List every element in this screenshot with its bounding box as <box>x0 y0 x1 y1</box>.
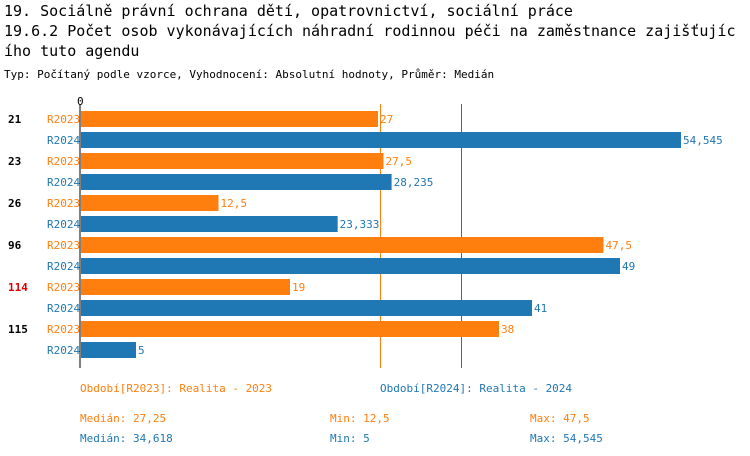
series-label-r2024-26: R2024 <box>47 218 80 231</box>
group-label-23: 23 <box>8 155 21 168</box>
series-label-r2024-115: R2024 <box>47 344 80 357</box>
group-label-114: 114 <box>8 281 28 294</box>
bar-r2024-114 <box>81 300 532 316</box>
value-label-r2023-23: 27,5 <box>386 155 413 168</box>
page-title-line-1: 19. Sociálně právní ochrana dětí, opatro… <box>4 2 573 20</box>
bar-r2023-23 <box>81 153 384 169</box>
legend-r2023: Období[R2023]: Realita - 2023 <box>80 382 273 395</box>
value-label-r2024-23: 28,235 <box>394 176 434 189</box>
stat-r2023-min: Min: 12,5 <box>330 412 390 425</box>
series-label-r2024-21: R2024 <box>47 134 80 147</box>
bar-r2024-26 <box>81 216 338 232</box>
value-label-r2024-114: 41 <box>534 302 547 315</box>
value-label-r2024-96: 49 <box>622 260 635 273</box>
value-label-r2024-21: 54,545 <box>683 134 723 147</box>
bar-r2023-21 <box>81 111 378 127</box>
series-label-r2024-96: R2024 <box>47 260 80 273</box>
page-title-line-3: ího tuto agendu <box>4 42 140 60</box>
series-label-r2023-26: R2023 <box>47 197 80 210</box>
bar-r2023-114 <box>81 279 290 295</box>
value-label-r2024-26: 23,333 <box>340 218 380 231</box>
chart-subtitle: Typ: Počítaný podle vzorce, Vyhodnocení:… <box>4 68 495 81</box>
series-label-r2023-114: R2023 <box>47 281 80 294</box>
bar-r2023-115 <box>81 321 499 337</box>
legend-r2024: Období[R2024]: Realita - 2024 <box>380 382 573 395</box>
value-label-r2023-96: 47,5 <box>606 239 633 252</box>
bar-r2024-21 <box>81 132 681 148</box>
group-label-21: 21 <box>8 113 22 126</box>
x-axis-zero-label: 0 <box>77 95 84 108</box>
bar-r2024-23 <box>81 174 392 190</box>
stat-r2023-median: Medián: 27,25 <box>80 412 167 425</box>
series-label-r2024-23: R2024 <box>47 176 80 189</box>
series-label-r2023-96: R2023 <box>47 239 80 252</box>
series-label-r2023-21: R2023 <box>47 113 80 126</box>
page-title-line-2: 19.6.2 Počet osob vykonávajících náhradn… <box>4 22 736 40</box>
stat-r2024-max: Max: 54,545 <box>530 432 603 445</box>
bar-r2024-96 <box>81 258 620 274</box>
stat-r2023-max: Max: 47,5 <box>530 412 590 425</box>
group-label-115: 115 <box>8 323 28 336</box>
value-label-r2024-115: 5 <box>138 344 145 357</box>
group-label-96: 96 <box>8 239 22 252</box>
value-label-r2023-115: 38 <box>501 323 514 336</box>
bar-r2024-115 <box>81 342 136 358</box>
stat-r2024-min: Min: 5 <box>330 432 370 445</box>
stat-r2024-median: Medián: 34,618 <box>80 432 173 445</box>
bar-r2023-26 <box>81 195 219 211</box>
series-label-r2023-115: R2023 <box>47 323 80 336</box>
bar-r2023-96 <box>81 237 604 253</box>
value-label-r2023-114: 19 <box>292 281 305 294</box>
series-label-r2024-114: R2024 <box>47 302 80 315</box>
series-label-r2023-23: R2023 <box>47 155 80 168</box>
value-label-r2023-26: 12,5 <box>221 197 248 210</box>
value-label-r2023-21: 27 <box>380 113 393 126</box>
group-label-26: 26 <box>8 197 22 210</box>
